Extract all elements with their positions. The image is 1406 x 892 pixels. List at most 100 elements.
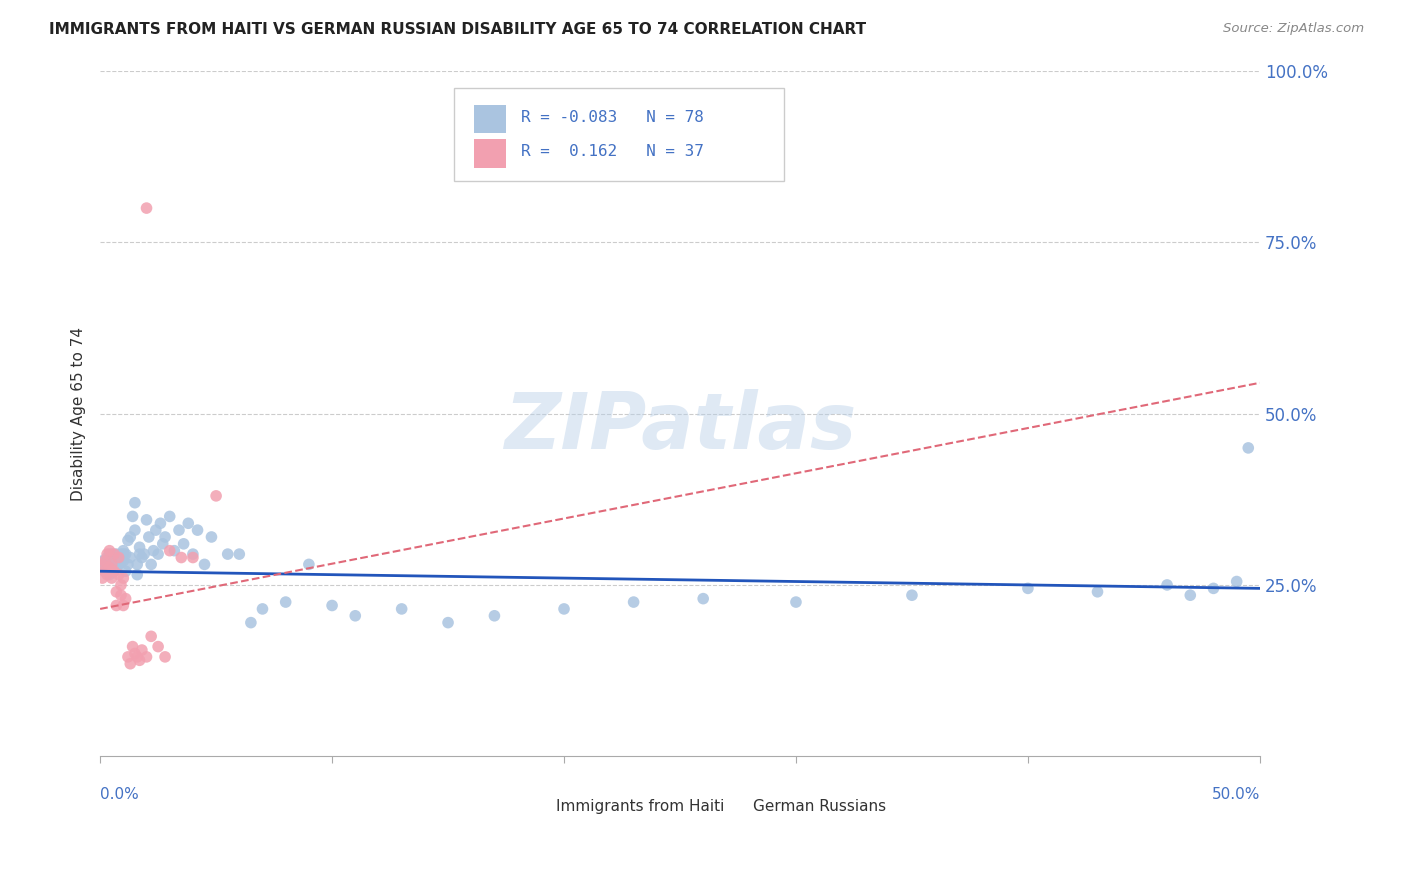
Point	[124, 647, 146, 661]
Point	[114, 547, 136, 561]
Point	[152, 537, 174, 551]
FancyBboxPatch shape	[526, 798, 551, 816]
Text: 50.0%: 50.0%	[1212, 787, 1260, 802]
Point	[149, 516, 172, 531]
Point	[107, 567, 129, 582]
Point	[145, 523, 167, 537]
FancyBboxPatch shape	[723, 798, 748, 816]
Point	[135, 513, 157, 527]
Point	[274, 595, 297, 609]
Point	[124, 523, 146, 537]
Point	[217, 547, 239, 561]
Point	[200, 530, 222, 544]
Point	[98, 561, 121, 575]
Point	[134, 547, 156, 561]
Point	[167, 523, 190, 537]
Point	[110, 554, 132, 568]
Point	[94, 564, 117, 578]
FancyBboxPatch shape	[454, 88, 785, 181]
Point	[96, 567, 118, 582]
Point	[127, 649, 149, 664]
Point	[110, 578, 132, 592]
Point	[110, 588, 132, 602]
Point	[100, 571, 122, 585]
Point	[105, 561, 128, 575]
Point	[135, 649, 157, 664]
Point	[124, 496, 146, 510]
Point	[100, 547, 122, 561]
Point	[120, 550, 142, 565]
Point	[96, 550, 118, 565]
Point	[146, 640, 169, 654]
Point	[112, 599, 135, 613]
Point	[146, 547, 169, 561]
Point	[159, 543, 181, 558]
Point	[105, 584, 128, 599]
Point	[153, 649, 176, 664]
Point	[173, 537, 195, 551]
Point	[128, 653, 150, 667]
Point	[692, 591, 714, 606]
Point	[239, 615, 262, 630]
Point	[1202, 582, 1225, 596]
Point	[252, 602, 274, 616]
Point	[153, 530, 176, 544]
Point	[91, 571, 114, 585]
Point	[321, 599, 343, 613]
Point	[344, 608, 367, 623]
Point	[114, 564, 136, 578]
FancyBboxPatch shape	[474, 139, 506, 168]
Point	[91, 554, 114, 568]
Point	[105, 547, 128, 561]
Point	[112, 554, 135, 568]
Point	[127, 558, 149, 572]
Point	[96, 561, 118, 575]
Point	[98, 567, 121, 582]
Point	[120, 657, 142, 671]
Point	[91, 558, 114, 572]
Point	[121, 509, 143, 524]
Point	[228, 547, 250, 561]
Point	[103, 547, 125, 561]
Point	[391, 602, 413, 616]
Point	[1087, 584, 1109, 599]
Point	[1017, 582, 1039, 596]
Point	[1180, 588, 1202, 602]
Point	[205, 489, 228, 503]
Point	[117, 558, 139, 572]
Text: Immigrants from Haiti: Immigrants from Haiti	[555, 799, 724, 814]
Point	[117, 533, 139, 548]
Point	[181, 547, 204, 561]
Text: R =  0.162   N = 37: R = 0.162 N = 37	[522, 145, 704, 160]
FancyBboxPatch shape	[474, 104, 506, 134]
Point	[298, 558, 321, 572]
Point	[141, 629, 163, 643]
Point	[135, 201, 157, 215]
Point	[105, 550, 128, 565]
Point	[159, 509, 181, 524]
Point	[110, 547, 132, 561]
Text: Source: ZipAtlas.com: Source: ZipAtlas.com	[1223, 22, 1364, 36]
Point	[112, 543, 135, 558]
Point	[128, 541, 150, 555]
Point	[100, 558, 122, 572]
Point	[1237, 441, 1260, 455]
Point	[96, 547, 118, 561]
Text: ZIPatlas: ZIPatlas	[503, 389, 856, 466]
Point	[105, 599, 128, 613]
Point	[127, 567, 149, 582]
Point	[142, 543, 165, 558]
Point	[107, 550, 129, 565]
Point	[785, 595, 807, 609]
Point	[170, 550, 193, 565]
Point	[103, 564, 125, 578]
Text: R = -0.083   N = 78: R = -0.083 N = 78	[522, 110, 704, 125]
Point	[100, 554, 122, 568]
Point	[181, 550, 204, 565]
Point	[103, 558, 125, 572]
Point	[131, 550, 153, 565]
Text: German Russians: German Russians	[754, 799, 886, 814]
Point	[131, 643, 153, 657]
Point	[100, 561, 122, 575]
Point	[141, 558, 163, 572]
